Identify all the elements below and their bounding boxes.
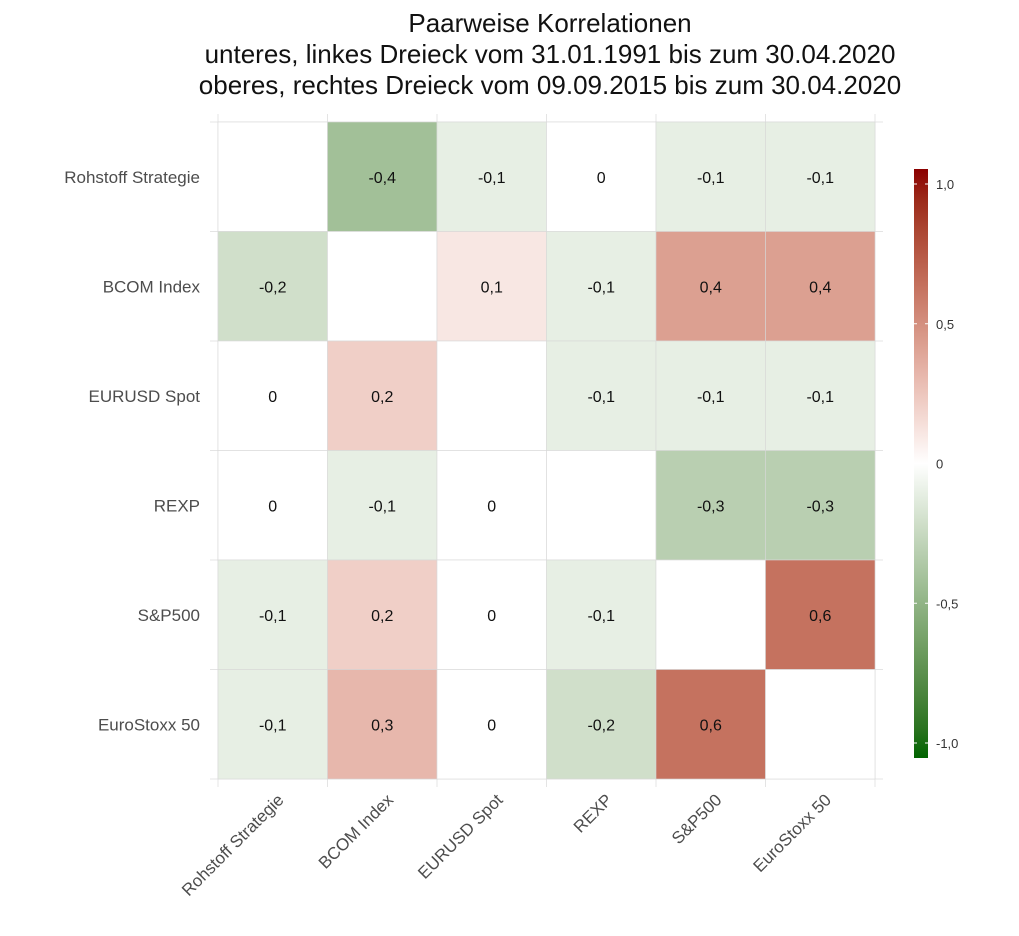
colorbar: 1,0 0,5 0 -0,5 -1,0 bbox=[914, 169, 958, 758]
cell-value-label: -0,1 bbox=[697, 170, 725, 187]
x-tick-label: BCOM Index bbox=[315, 790, 398, 873]
cell-value-label: 0,1 bbox=[481, 279, 503, 296]
cell-value-label: 0 bbox=[487, 498, 496, 515]
y-tick-label: EuroStoxx 50 bbox=[98, 715, 200, 734]
cell-value-label: 0,3 bbox=[371, 717, 393, 734]
heatmap-cell bbox=[217, 340, 328, 451]
cell-value-label: -0,2 bbox=[587, 717, 615, 734]
x-tick-label: REXP bbox=[570, 790, 616, 836]
x-tick-label: S&P500 bbox=[668, 790, 726, 848]
label-layer: -0,4 -0,1 0 -0,1 -0,1 -0,2 0,1 -0,1 0,4 0,4 0 0,2 -0… bbox=[259, 170, 834, 735]
cell-value-label: 0,4 bbox=[809, 279, 831, 296]
cell-value-label: -0,1 bbox=[806, 389, 834, 406]
heatmap-cell bbox=[655, 450, 766, 561]
colorbar-tick-label: -0,5 bbox=[936, 596, 958, 611]
cell-value-label: 0,6 bbox=[809, 608, 831, 625]
colorbar-tick-label: 0 bbox=[936, 457, 943, 472]
tile-layer bbox=[217, 121, 876, 780]
cell-value-label: 0,2 bbox=[371, 389, 393, 406]
heatmap-cell bbox=[546, 450, 657, 561]
y-tick-label: S&P500 bbox=[138, 606, 200, 625]
heatmap-cell bbox=[327, 669, 438, 780]
heatmap-cell bbox=[436, 231, 547, 342]
heatmap-cell bbox=[327, 121, 438, 232]
cell-value-label: 0 bbox=[268, 389, 277, 406]
colorbar-tick-label: 0,5 bbox=[936, 317, 954, 332]
chart-subtitle-1: unteres, linkes Dreieck vom 31.01.1991 b… bbox=[204, 39, 896, 69]
colorbar-tick-label: 1,0 bbox=[936, 177, 954, 192]
colorbar-bar bbox=[914, 169, 928, 758]
cell-value-label: -0,1 bbox=[587, 389, 615, 406]
cell-value-label: 0 bbox=[487, 608, 496, 625]
cell-value-label: -0,1 bbox=[587, 279, 615, 296]
heatmap-cell bbox=[546, 559, 657, 670]
cell-value-label: -0,1 bbox=[368, 498, 396, 515]
heatmap-cell bbox=[765, 340, 876, 451]
heatmap-cell bbox=[655, 121, 766, 232]
cell-value-label: -0,1 bbox=[697, 389, 725, 406]
heatmap-cell bbox=[765, 559, 876, 670]
heatmap-cell bbox=[765, 450, 876, 561]
heatmap-cell bbox=[436, 121, 547, 232]
heatmap-cell bbox=[436, 559, 547, 670]
heatmap-cell bbox=[655, 559, 766, 670]
y-tick-label: BCOM Index bbox=[103, 277, 201, 296]
y-tick-label: EURUSD Spot bbox=[89, 387, 201, 406]
x-tick-label: EURUSD Spot bbox=[414, 790, 506, 882]
colorbar-tick-label: -1,0 bbox=[936, 736, 958, 751]
heatmap-cell bbox=[327, 450, 438, 561]
heatmap-cell bbox=[217, 121, 328, 232]
heatmap-cell bbox=[436, 450, 547, 561]
cell-value-label: -0,1 bbox=[259, 717, 287, 734]
cell-value-label: -0,1 bbox=[806, 170, 834, 187]
heatmap-cell bbox=[546, 340, 657, 451]
x-tick-label: EuroStoxx 50 bbox=[749, 790, 835, 876]
y-tick-label: REXP bbox=[154, 496, 200, 515]
cell-value-label: -0,1 bbox=[259, 608, 287, 625]
cell-value-label: -0,1 bbox=[478, 170, 506, 187]
heatmap-cell bbox=[765, 669, 876, 780]
heatmap-cell bbox=[655, 669, 766, 780]
chart-subtitle-2: oberes, rechtes Dreieck vom 09.09.2015 b… bbox=[198, 70, 902, 100]
chart-title: Paarweise Korrelationen bbox=[408, 8, 692, 38]
cell-value-label: -0,3 bbox=[697, 498, 725, 515]
cell-value-label: -0,2 bbox=[259, 279, 287, 296]
cell-value-label: 0,2 bbox=[371, 608, 393, 625]
heatmap-cell bbox=[217, 231, 328, 342]
heatmap-cell bbox=[546, 231, 657, 342]
cell-value-label: 0,4 bbox=[700, 279, 722, 296]
heatmap-cell bbox=[546, 121, 657, 232]
cell-value-label: 0 bbox=[268, 498, 277, 515]
heatmap-cell bbox=[327, 340, 438, 451]
heatmap-cell bbox=[765, 121, 876, 232]
heatmap-cell bbox=[327, 231, 438, 342]
cell-value-label: 0 bbox=[487, 717, 496, 734]
x-tick-label: Rohstoff Strategie bbox=[178, 790, 287, 899]
cell-value-label: -0,4 bbox=[368, 170, 396, 187]
heatmap-cell bbox=[327, 559, 438, 670]
heatmap-cell bbox=[217, 669, 328, 780]
heatmap-cell bbox=[217, 450, 328, 561]
heatmap-cell bbox=[436, 340, 547, 451]
y-tick-label: Rohstoff Strategie bbox=[64, 168, 200, 187]
cell-value-label: -0,1 bbox=[587, 608, 615, 625]
cell-value-label: 0 bbox=[597, 170, 606, 187]
heatmap-cell bbox=[217, 559, 328, 670]
heatmap-cell bbox=[765, 231, 876, 342]
heatmap-cell bbox=[655, 231, 766, 342]
cell-value-label: 0,6 bbox=[700, 717, 722, 734]
cell-value-label: -0,3 bbox=[806, 498, 834, 515]
